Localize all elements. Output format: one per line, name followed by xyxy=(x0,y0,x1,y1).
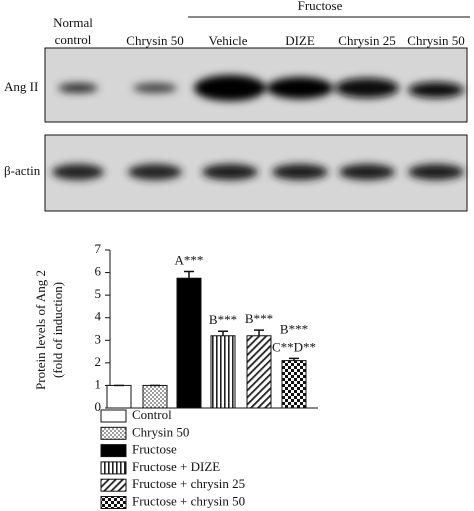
legend-label: Fructose + DIZE xyxy=(132,459,220,474)
lane-label: DIZE xyxy=(285,33,315,48)
y-tick-label: 1 xyxy=(95,376,102,391)
legend-swatch xyxy=(100,496,127,509)
y-tick-label: 7 xyxy=(95,241,102,256)
error-bar xyxy=(254,329,264,336)
lane-label: Chrysin 50 xyxy=(126,33,183,48)
bar xyxy=(281,360,307,409)
annotation: A*** xyxy=(175,252,204,267)
legend-swatch xyxy=(100,461,127,475)
error-bar xyxy=(184,270,194,279)
legend-label: Control xyxy=(132,407,172,422)
annotation: B*** xyxy=(245,311,273,326)
y-tick-label: 0 xyxy=(95,399,102,414)
legend-swatch xyxy=(100,444,127,458)
legend-label: Fructose + chrysin 25 xyxy=(132,476,245,491)
y-axis-label: Protein levels of Ang 2 xyxy=(33,270,48,390)
y-tick-label: 5 xyxy=(95,286,102,301)
legend-label: Fructose + chrysin 50 xyxy=(132,493,245,508)
blot-bands xyxy=(52,75,464,180)
legend-swatch xyxy=(100,426,127,440)
group-label: Fructose xyxy=(298,0,343,13)
y-tick-label: 6 xyxy=(95,264,102,279)
error-bar xyxy=(218,330,228,336)
bar xyxy=(176,277,202,409)
legend-label: Fructose xyxy=(132,442,177,457)
row-label: β-actin xyxy=(4,163,41,178)
bar xyxy=(210,335,236,409)
bar xyxy=(142,384,168,409)
legend-swatch xyxy=(100,409,127,423)
row-label: Ang II xyxy=(4,79,38,94)
annotation: C**D** xyxy=(272,339,316,354)
annotation: B*** xyxy=(280,321,308,336)
y-axis-label: (fold of induction) xyxy=(50,282,65,378)
bar xyxy=(106,384,132,409)
error-bar xyxy=(289,357,299,361)
lane-label: Chrysin 25 xyxy=(338,33,395,48)
legend-swatch xyxy=(100,478,127,492)
lane-label: Vehicle xyxy=(209,33,248,48)
y-tick-label: 2 xyxy=(95,354,102,369)
bar xyxy=(246,335,272,409)
annotation: B*** xyxy=(209,312,237,327)
y-tick-label: 4 xyxy=(95,309,102,324)
lane-label: Normal control xyxy=(53,15,93,47)
legend-label: Chrysin 50 xyxy=(132,424,189,439)
lane-label: Chrysin 50 xyxy=(407,33,464,48)
y-tick-label: 3 xyxy=(95,331,102,346)
